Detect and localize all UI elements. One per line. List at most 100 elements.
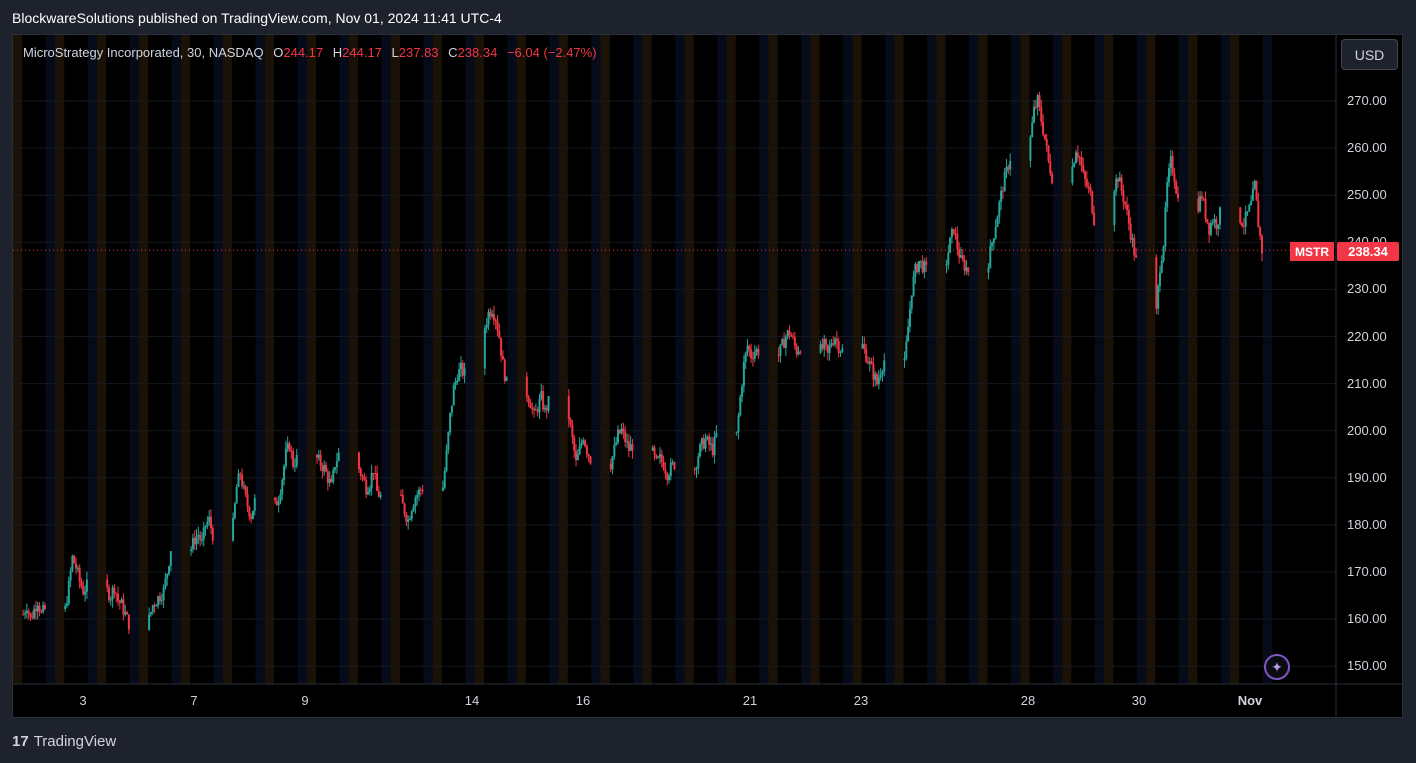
postmarket-band [969,35,979,684]
symbol-description[interactable]: MicroStrategy Incorporated, 30, NASDAQ [23,45,264,60]
candle-body [275,500,278,506]
candle-body [874,374,877,380]
candle-body [783,339,786,349]
premarket-band [138,35,149,684]
candle-body [916,264,919,272]
candle-body [36,605,39,612]
candle-body [109,599,112,601]
candle-body [1038,95,1041,107]
candle-body [967,267,970,273]
candle-body [498,330,501,338]
candle-body [907,326,910,342]
candle-body [399,494,402,496]
candle-body [825,339,828,345]
candle-body [666,473,669,481]
candle-body [376,473,379,491]
candle-body [945,264,948,266]
candle-body [38,605,41,612]
candle-body [708,436,711,445]
candle-body [1087,186,1090,188]
candle-body [1000,190,1003,203]
candle-body [989,245,992,269]
candle-body [706,436,709,440]
candle-body [580,442,583,446]
candle-body [826,344,829,353]
candle-body [281,479,284,494]
candle-body [501,355,504,360]
candle-body [748,345,751,350]
candle-body [491,314,494,317]
candle-body [1250,200,1253,205]
candle-body [1200,196,1203,199]
candle-body [1160,260,1163,273]
candle-body [377,490,380,497]
postmarket-band [1010,35,1021,684]
candle-body [959,255,962,258]
candle-body [107,587,110,600]
candle-body [292,451,295,467]
candle-body [872,364,875,380]
candle-body [658,454,661,458]
time-tick-label: 16 [575,693,591,708]
candle-body [877,377,880,385]
postmarket-band [591,35,601,684]
candle-body [751,358,754,360]
candle-body [527,396,530,404]
premarket-band [516,35,526,684]
candle-body [547,396,550,411]
candle-body [1199,196,1202,212]
last-price-tag: 238.34 [1337,242,1399,261]
ticker-tag: MSTR [1290,242,1334,261]
candle-body [244,486,247,495]
candle-body [367,491,370,495]
tradingview-logo[interactable]: 17 TradingView [12,733,116,750]
premarket-band [852,35,862,684]
candle-body [419,489,422,491]
sparkle-icon[interactable]: ✦ [1264,654,1290,680]
candle-body [1075,152,1078,164]
candle-body [1204,198,1207,219]
candle-body [463,368,466,376]
candle-body [1009,160,1012,170]
candle-body [29,613,32,617]
candle-body [987,268,990,273]
candle-body [149,612,152,615]
postmarket-band [675,35,685,684]
candle-body [253,497,256,511]
candle-body [421,490,424,492]
candle-body [1089,187,1092,192]
postmarket-band [1178,35,1189,684]
candle-body [699,444,702,457]
candle-body [407,519,410,522]
candle-body [828,345,831,353]
candle-body [33,608,36,619]
candle-body [585,446,588,455]
candle-body [31,616,34,619]
candle-body [496,321,499,331]
postmarket-band [381,35,391,684]
premarket-band [348,35,358,684]
candle-body [208,516,211,522]
candle-body [996,216,999,228]
candle-body [1078,157,1081,159]
candle-body [1047,145,1050,161]
candle-body [211,528,214,541]
high-value: 244.17 [342,45,382,60]
price-tick-label: 180.00 [1347,516,1387,532]
candle-body [793,337,796,346]
candle-body [73,555,76,564]
candle-body [567,396,570,420]
currency-button[interactable]: USD [1341,39,1398,70]
candle-body [1175,181,1178,194]
postmarket-band [549,35,559,684]
candle-body [370,473,373,489]
candle-body [1155,257,1158,309]
premarket-band [558,35,568,684]
candle-body [124,612,127,615]
candle-body [1076,152,1079,158]
candle-body [64,605,67,610]
candle-body [1158,272,1161,286]
candle-body [1253,181,1256,189]
candle-body [158,596,161,602]
